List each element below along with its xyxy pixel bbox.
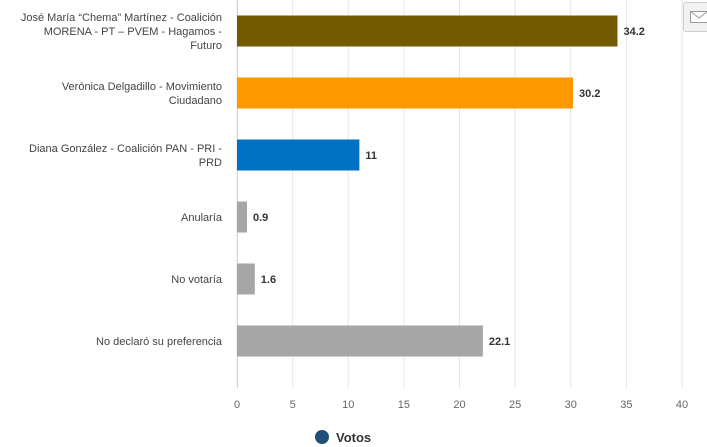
category-label: Diana González - Coalición PAN - PRI - <box>29 143 222 155</box>
bar[interactable] <box>237 263 255 295</box>
legend[interactable]: Votos <box>315 430 371 445</box>
x-tick-label: 5 <box>290 399 296 411</box>
category-label: José María “Chema” Martínez - Coalición <box>21 12 222 24</box>
bar[interactable] <box>237 139 360 171</box>
x-tick-label: 40 <box>676 399 688 411</box>
x-tick-label: 0 <box>234 399 240 411</box>
category-label: Verónica Delgadillo - Movimiento <box>62 81 222 93</box>
data-label: 22.1 <box>489 336 510 348</box>
category-label: Ciudadano <box>169 95 222 107</box>
bar[interactable] <box>237 201 248 233</box>
x-tick-label: 30 <box>565 399 577 411</box>
legend-marker <box>315 430 329 444</box>
data-label: 30.2 <box>579 88 600 100</box>
category-label: MORENA - PT – PVEM - Hagamos - <box>44 26 223 38</box>
category-label: Anularía <box>181 212 223 224</box>
category-label: No votaría <box>171 274 223 286</box>
bar[interactable] <box>237 77 573 109</box>
category-label: No declaró su preferencia <box>96 336 223 348</box>
data-label: 0.9 <box>253 212 268 224</box>
category-labels: José María “Chema” Martínez - Coalición M… <box>21 12 223 348</box>
x-axis-tick-labels: 0 5 10 15 20 25 30 35 40 <box>234 399 688 411</box>
bars <box>237 15 618 357</box>
x-tick-label: 10 <box>342 399 354 411</box>
data-label: 34.2 <box>623 26 644 38</box>
gridlines <box>236 0 683 388</box>
legend-label: Votos <box>336 430 371 445</box>
bar[interactable] <box>237 325 483 357</box>
envelope-icon <box>690 11 707 23</box>
category-label: PRD <box>199 157 222 169</box>
data-label: 1.6 <box>261 274 276 286</box>
x-tick-label: 15 <box>398 399 410 411</box>
bar[interactable] <box>237 15 618 47</box>
data-label: 11 <box>365 150 377 162</box>
x-tick-label: 25 <box>509 399 521 411</box>
export-button[interactable] <box>683 2 707 32</box>
value-labels: 34.2 30.2 11 0.9 1.6 22.1 <box>253 26 645 348</box>
x-tick-label: 20 <box>453 399 465 411</box>
category-label: Futuro <box>190 40 222 52</box>
x-tick-label: 35 <box>620 399 632 411</box>
